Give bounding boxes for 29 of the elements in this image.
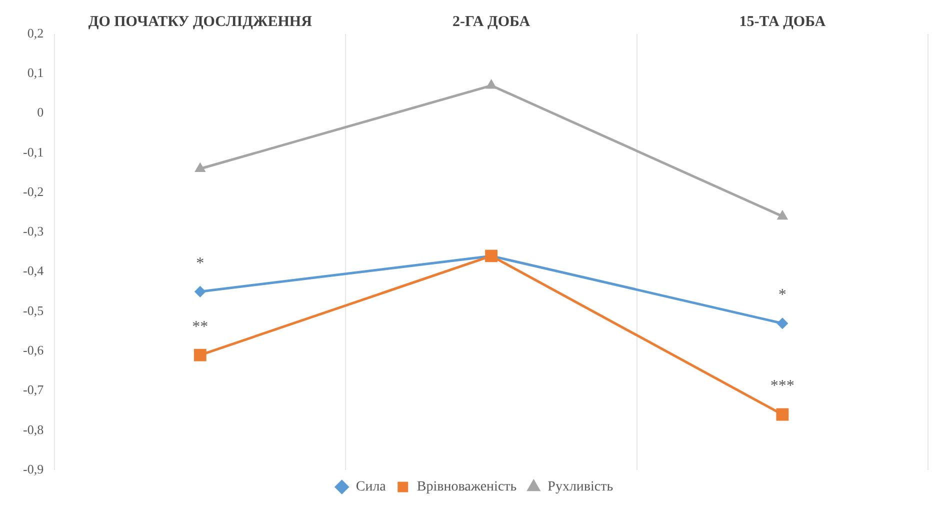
y-tick-label: -0,7 [22,382,44,398]
point [194,286,206,297]
x-tick-label: ДО ПОЧАТКУ ДОСЛІДЖЕННЯ [88,14,312,30]
annotation: ** [192,318,208,336]
x-tick-label: 15-ТА ДОБА [739,14,826,30]
legend-label: Сила [356,480,387,495]
y-tick-label: -0,9 [22,461,44,476]
y-tick-label: -0,5 [22,302,44,318]
annotation: * [196,254,204,272]
y-tick-label: -0,6 [22,342,44,358]
point [778,211,788,220]
point [195,164,205,172]
y-tick-label: -0,8 [22,422,44,437]
legend-label: Рухливість [548,480,614,495]
annotation: * [778,286,786,304]
point [486,80,496,89]
x-tick-label: 2-ГА ДОБА [452,14,530,30]
y-tick-label: 0,2 [27,25,44,40]
point [777,318,788,329]
legend-label: Врівноваженість [416,480,517,495]
annotation: *** [770,378,794,395]
y-tick-label: -0,1 [22,144,44,160]
point [776,408,789,421]
point [194,348,206,362]
y-tick-label: -0,4 [22,263,44,278]
y-tick-label: -0,3 [22,224,44,239]
y-tick-label: 0 [37,104,44,120]
y-tick-label: -0,2 [22,184,44,199]
y-tick-label: 0,1 [27,65,44,80]
